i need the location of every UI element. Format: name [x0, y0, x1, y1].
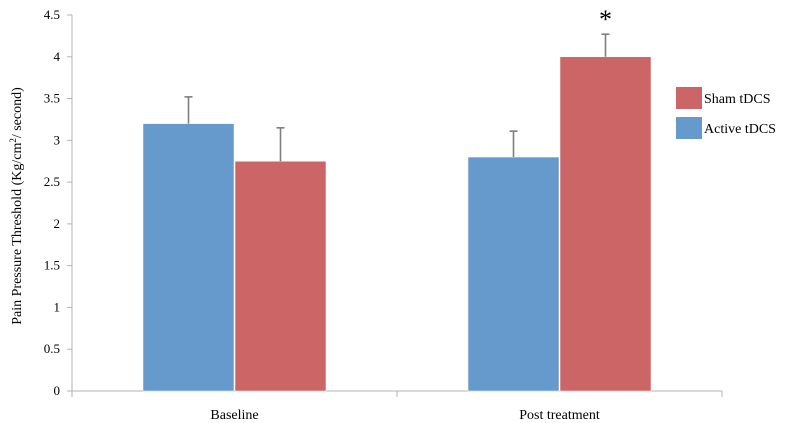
- y-tick-label: 1: [54, 299, 61, 314]
- x-category-label: Baseline: [210, 408, 258, 423]
- legend-swatch: [676, 87, 702, 109]
- bar: [559, 56, 652, 392]
- y-axis-label: Pain Pressure Threshold (Kg/cm2/ second): [8, 87, 25, 325]
- legend-swatch: [676, 117, 702, 139]
- y-tick-label: 4: [54, 49, 61, 64]
- bar: [467, 156, 560, 392]
- y-tick-label: 4.5: [44, 7, 60, 22]
- x-category-label: Post treatment: [519, 408, 600, 423]
- y-tick-label: 2.5: [44, 174, 60, 189]
- bar: [142, 123, 235, 392]
- y-tick-label: 1.5: [44, 258, 60, 273]
- legend-label: Sham tDCS: [704, 92, 771, 107]
- y-tick-label: 3: [54, 132, 61, 147]
- plot-area: 0 0.5 1 1.5 2 2.5 3 3.5 4 4.5 Baseline Post treatme…: [44, 5, 776, 423]
- y-axis-label-suffix: / second): [10, 87, 25, 138]
- y-axis-label-superscript: 2: [8, 138, 18, 143]
- y-tick-label: 3.5: [44, 91, 60, 106]
- y-tick-label: 0.5: [44, 341, 60, 356]
- y-tick-label: 0: [54, 383, 61, 398]
- bar: [234, 160, 327, 392]
- significance-marker: *: [599, 5, 612, 34]
- y-axis-label-main: Pain Pressure Threshold (Kg/cm: [10, 143, 25, 325]
- y-tick-label: 2: [54, 216, 61, 231]
- legend-label: Active tDCS: [704, 122, 776, 137]
